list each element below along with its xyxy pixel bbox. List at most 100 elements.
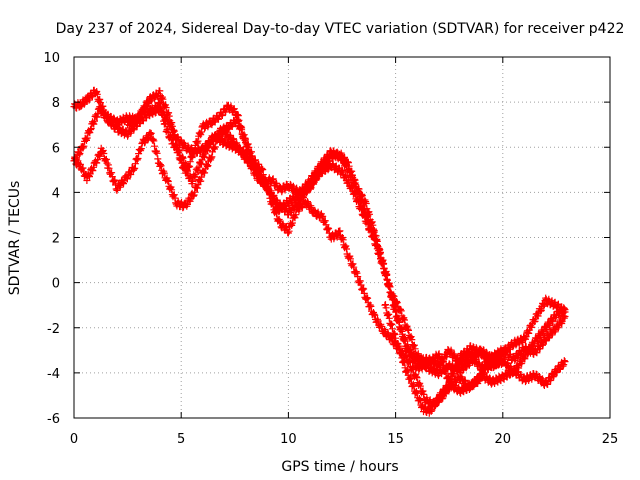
- data-point: [79, 144, 87, 152]
- data-point: [366, 301, 374, 309]
- data-point: [349, 260, 357, 268]
- y-axis-title: SDTVAR / TECUs: [7, 181, 23, 296]
- data-point: [469, 383, 476, 391]
- data-point: [242, 135, 249, 143]
- data-point: [273, 179, 280, 187]
- data-point: [87, 126, 94, 134]
- y-tick-label: 4: [52, 186, 60, 201]
- data-point: [168, 119, 176, 127]
- data-point: [524, 350, 532, 358]
- data-point: [287, 220, 295, 228]
- data-point: [397, 348, 405, 356]
- data-point: [89, 167, 97, 175]
- data-point: [201, 124, 209, 132]
- data-point: [371, 311, 379, 319]
- data-point: [201, 153, 208, 161]
- data-point: [287, 197, 295, 205]
- y-tick-label: -4: [47, 367, 60, 382]
- data-point: [248, 152, 256, 160]
- data-point: [427, 407, 435, 415]
- data-point: [240, 131, 248, 139]
- data-point: [197, 128, 205, 136]
- data-point: [156, 161, 164, 169]
- data-point: [392, 307, 400, 315]
- data-point: [207, 154, 215, 162]
- data-point: [353, 269, 361, 277]
- data-point: [127, 171, 135, 178]
- data-point: [176, 156, 184, 164]
- data-point: [560, 357, 568, 365]
- data-point: [413, 374, 421, 382]
- data-point: [141, 104, 149, 112]
- series-1: [70, 86, 569, 380]
- data-point: [86, 129, 94, 137]
- data-point: [269, 175, 277, 183]
- data-point: [400, 359, 408, 367]
- data-point: [201, 169, 209, 177]
- data-point: [537, 307, 545, 314]
- data-point: [559, 362, 567, 370]
- data-point: [93, 159, 101, 167]
- data-point: [539, 341, 546, 349]
- data-point: [356, 277, 364, 285]
- data-point: [171, 194, 179, 202]
- data-point: [172, 136, 179, 143]
- data-point: [376, 322, 384, 330]
- data-point: [360, 285, 368, 293]
- data-point: [259, 171, 267, 179]
- data-point: [416, 382, 424, 390]
- x-tick-label: 20: [495, 432, 512, 447]
- data-point: [245, 143, 253, 151]
- data-point: [248, 163, 256, 171]
- data-point: [561, 358, 569, 366]
- data-point: [560, 314, 568, 322]
- data-point: [388, 291, 396, 299]
- data-point: [485, 356, 493, 363]
- data-point: [515, 364, 523, 372]
- data-point: [349, 174, 357, 181]
- data-point: [230, 135, 237, 143]
- data-point: [108, 169, 116, 177]
- data-point: [404, 325, 412, 333]
- data-point: [197, 173, 205, 181]
- data-point: [377, 323, 385, 330]
- data-point: [545, 334, 553, 342]
- data-point: [149, 136, 156, 144]
- data-point: [96, 95, 104, 103]
- data-point: [153, 149, 161, 157]
- y-tick-label: 8: [52, 96, 60, 111]
- data-point: [96, 152, 104, 160]
- data-point: [556, 365, 564, 373]
- x-tick-label: 5: [177, 432, 185, 447]
- data-point: [147, 131, 154, 139]
- data-point: [342, 242, 350, 250]
- y-tick-label: -6: [47, 412, 60, 427]
- data-point: [233, 117, 241, 125]
- data-point: [345, 165, 353, 173]
- data-point: [561, 306, 569, 314]
- data-point: [189, 192, 197, 200]
- series-5: [381, 301, 569, 417]
- data-point: [358, 197, 365, 204]
- data-point: [271, 197, 278, 205]
- series-2: [70, 103, 569, 374]
- data-point: [185, 196, 193, 204]
- data-point: [386, 283, 394, 291]
- data-point: [131, 164, 139, 172]
- data-point: [452, 365, 460, 372]
- data-point: [85, 172, 93, 179]
- data-point: [123, 175, 131, 183]
- series-4: [124, 87, 569, 387]
- data-point: [410, 341, 418, 349]
- data-point: [346, 255, 354, 263]
- data-point: [174, 144, 182, 152]
- data-point: [255, 160, 263, 168]
- data-point: [558, 310, 566, 318]
- data-point: [413, 389, 421, 397]
- data-point: [236, 124, 244, 132]
- data-point: [401, 316, 408, 324]
- x-tick-label: 10: [280, 432, 297, 447]
- data-point: [111, 177, 119, 185]
- data-point: [194, 137, 202, 145]
